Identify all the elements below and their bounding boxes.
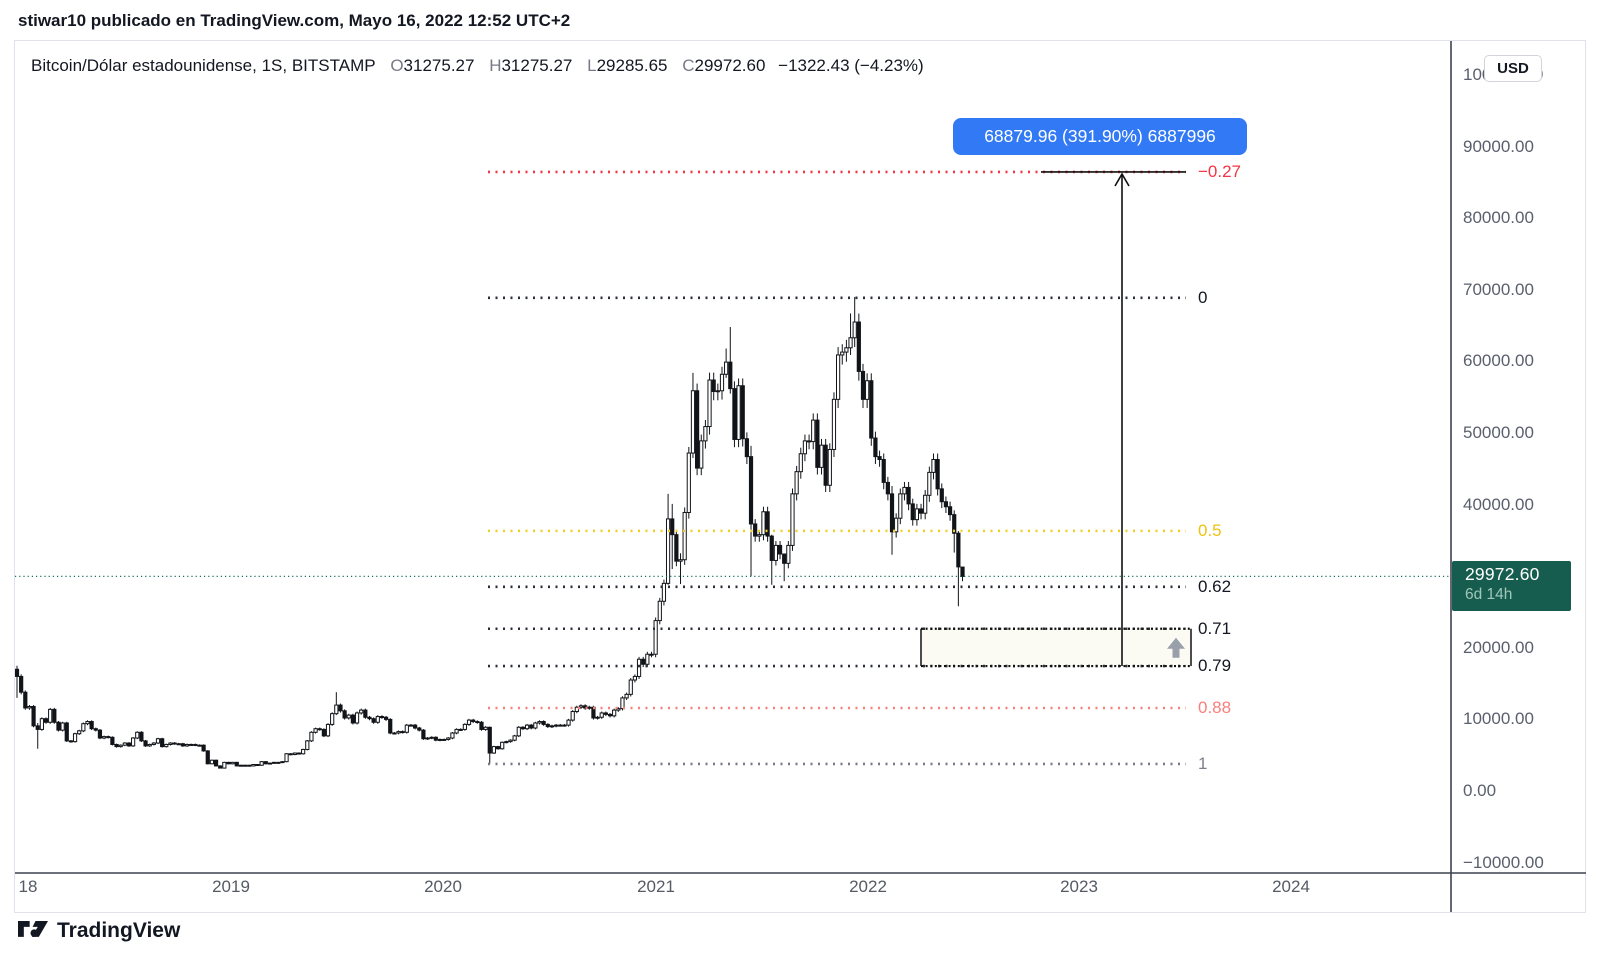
price-tick-label: 80000.00 — [1463, 208, 1534, 228]
up-arrow-icon — [1167, 637, 1185, 658]
fib-level-label: 0.88 — [1198, 697, 1232, 717]
symbol-title[interactable]: Bitcoin/Dólar estadounidense, 1S, BITSTA… — [31, 56, 376, 75]
chart-card: Bitcoin/Dólar estadounidense, 1S, BITSTA… — [14, 40, 1586, 913]
close-value: 29972.60 — [694, 56, 766, 75]
candles-layer — [15, 296, 965, 769]
fib-retracement-lines[interactable] — [488, 170, 1191, 766]
candlestick-chart[interactable] — [15, 41, 1586, 912]
fib-target-flag: 68879.96 (391.90%) 6887996 — [953, 118, 1247, 155]
fib-level-label: 1 — [1198, 753, 1208, 773]
price-tick-label: −10000.00 — [1463, 852, 1544, 872]
current-price-value: 29972.60 — [1465, 564, 1540, 585]
tradingview-logo-icon — [18, 921, 48, 937]
price-tick-label: 10000.00 — [1463, 709, 1534, 729]
fib-level-label: 0.71 — [1198, 618, 1232, 638]
fib-level-label: 0.5 — [1198, 520, 1222, 540]
price-tick-label: 40000.00 — [1463, 494, 1534, 514]
time-tick-label: 18 — [18, 877, 38, 896]
time-tick-label: 2022 — [849, 877, 887, 896]
time-tick-label: 2023 — [1060, 877, 1098, 896]
change-value: −1322.43 (−4.23%) — [778, 56, 924, 75]
price-tick-label: 50000.00 — [1463, 423, 1534, 442]
time-tick-label: 2019 — [212, 877, 250, 896]
low-label: L — [587, 56, 597, 75]
high-value: 31275.27 — [501, 56, 573, 75]
tradingview-logo-text: TradingView — [57, 919, 181, 942]
current-price-badge[interactable]: 29972.60 6d 14h — [1452, 561, 1571, 612]
fib-level-label: 0.79 — [1198, 656, 1232, 676]
tradingview-watermark[interactable]: TradingView — [18, 916, 180, 946]
bar-countdown: 6d 14h — [1465, 586, 1513, 604]
symbol-info-bar: Bitcoin/Dólar estadounidense, 1S, BITSTA… — [31, 56, 924, 76]
price-tick-label: 0.00 — [1463, 781, 1497, 800]
time-tick-label: 2020 — [424, 877, 462, 896]
price-tick-label: 20000.00 — [1463, 637, 1534, 657]
fib-level-label: 0 — [1198, 287, 1208, 307]
fib-level-label: 0.62 — [1198, 576, 1232, 596]
price-tick-label: 90000.00 — [1463, 136, 1534, 156]
low-value: 29285.65 — [596, 56, 668, 75]
time-tick-label: 2021 — [637, 877, 675, 896]
time-tick-label: 2024 — [1272, 877, 1310, 896]
price-tick-label: 60000.00 — [1463, 351, 1534, 371]
projection-arrow — [1041, 171, 1186, 667]
fib-level-label: −0.27 — [1198, 161, 1242, 181]
open-value: 31275.27 — [403, 56, 475, 75]
open-label: O — [390, 56, 404, 75]
close-label: C — [682, 56, 695, 75]
price-tick-label: 70000.00 — [1463, 279, 1534, 299]
currency-usd-button[interactable]: USD — [1484, 55, 1542, 82]
projection-box — [920, 628, 1192, 667]
high-label: H — [489, 56, 502, 75]
attribution-text: stiwar10 publicado en TradingView.com, M… — [18, 11, 571, 30]
